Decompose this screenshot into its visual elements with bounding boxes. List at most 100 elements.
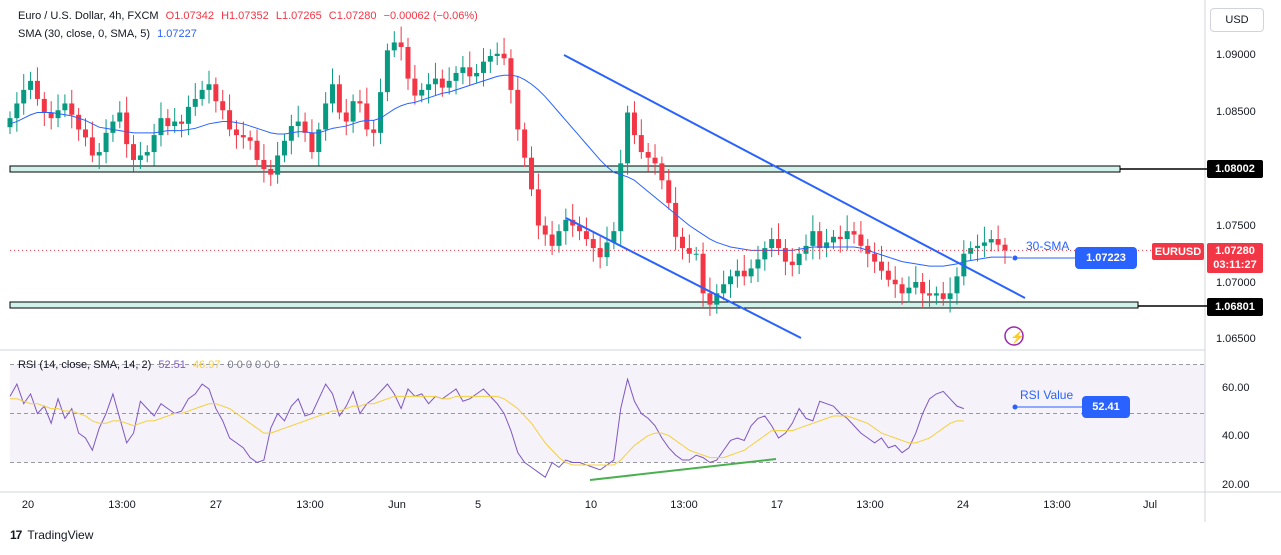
candle-body: [103, 132, 109, 153]
candle-body: [480, 61, 486, 73]
candle-body: [330, 84, 336, 104]
candle-body: [474, 72, 480, 77]
candle-body: [213, 84, 219, 102]
time-axis-tick: Jul: [1142, 499, 1158, 511]
rsi-legend[interactable]: RSI (14, close, SMA, 14, 2) 52.51 46.97 …: [18, 359, 284, 371]
candle-body: [323, 103, 329, 130]
sma-line: [9, 74, 1012, 267]
candle-body: [851, 231, 857, 235]
time-axis-tick: 5: [474, 499, 482, 511]
candle-body: [378, 92, 384, 133]
candle-body: [1002, 244, 1008, 251]
channel-lower-line: [565, 217, 802, 339]
candle-body: [844, 231, 850, 240]
bullish-divergence-line: [589, 458, 777, 481]
resistance-level-tag: 1.08002: [1207, 160, 1263, 178]
time-axis-tick: 10: [584, 499, 598, 511]
candle-body: [357, 101, 363, 104]
candle-body: [927, 293, 933, 296]
candle-body: [652, 157, 658, 164]
candle-body: [268, 169, 274, 175]
price-axis-tick: 1.08500: [1216, 106, 1256, 118]
candle-body: [151, 135, 157, 153]
time-axis-tick: 13:00: [108, 499, 136, 511]
candle-body: [446, 80, 452, 88]
candle-body: [769, 239, 775, 249]
currency-button[interactable]: USD: [1210, 8, 1264, 32]
candle-body: [707, 293, 713, 305]
candle-body: [467, 67, 473, 77]
rsi-annotation-text: RSI Value: [1020, 388, 1074, 402]
candle-body: [906, 287, 912, 294]
candle-body: [247, 137, 253, 141]
candle-body: [117, 112, 123, 122]
candle-body: [899, 284, 905, 294]
candle-body: [124, 112, 130, 145]
candle-body: [460, 67, 466, 73]
candle-body: [975, 245, 981, 249]
candle-body: [309, 132, 315, 153]
candle-body: [343, 112, 349, 122]
candle-body: [14, 103, 20, 119]
candle-body: [988, 239, 994, 243]
candle-body: [398, 42, 404, 47]
candle-body: [281, 140, 287, 156]
candle-body: [762, 248, 768, 260]
candle-body: [261, 159, 267, 169]
last-price: 1.07280: [1215, 245, 1255, 257]
candle-body: [34, 80, 40, 99]
candle-body: [165, 118, 171, 127]
time-axis-tick: 20: [21, 499, 35, 511]
candle-body: [131, 144, 137, 160]
footer-brand[interactable]: 17 TradingView: [10, 528, 93, 542]
candle-body: [954, 276, 960, 294]
candle-body: [487, 56, 493, 62]
time-axis-tick: 13:00: [670, 499, 698, 511]
candle-body: [878, 261, 884, 271]
candle-body: [995, 239, 1001, 245]
candle-body: [137, 155, 143, 160]
candle-body: [611, 231, 617, 243]
candle-body: [556, 231, 562, 246]
time-axis-tick: 24: [956, 499, 970, 511]
candle-body: [645, 152, 651, 158]
candle-body: [947, 293, 953, 299]
candle-body: [638, 135, 644, 153]
candle-body: [76, 114, 82, 130]
rsi-axis-tick: 40.00: [1222, 430, 1250, 442]
sma-legend[interactable]: SMA (30, close, 0, SMA, 5) 1.07227: [18, 28, 201, 40]
candle-body: [172, 121, 178, 127]
rsi-legend-value: 52.51: [158, 359, 186, 371]
candle-body: [69, 103, 75, 115]
candle-body: [453, 72, 459, 81]
candle-body: [89, 137, 95, 156]
candle-body: [693, 253, 699, 255]
candle-body: [940, 293, 946, 299]
rsi-line: [9, 377, 964, 478]
high-value: H1.07352: [221, 10, 269, 22]
support-level-tag: 1.06801: [1207, 298, 1263, 316]
candle-body: [741, 270, 747, 277]
candle-body: [295, 121, 301, 127]
candle-body: [529, 157, 535, 190]
candle-body: [535, 189, 541, 226]
symbol-price-tag: EURUSD: [1152, 243, 1204, 260]
candle-body: [364, 103, 370, 130]
candle-body: [412, 78, 418, 96]
candle-body: [206, 84, 212, 90]
candle-body: [185, 106, 191, 124]
candle-body: [748, 268, 754, 277]
time-axis-tick: 27: [209, 499, 223, 511]
candle-body: [776, 239, 782, 249]
candle-body: [501, 53, 507, 59]
candle-body: [240, 135, 246, 138]
candle-body: [302, 121, 308, 133]
candle-body: [837, 236, 843, 240]
brand-label: TradingView: [27, 528, 94, 542]
candle-body: [419, 89, 425, 96]
rsi-legend-label: RSI (14, close, SMA, 14, 2): [18, 359, 152, 371]
change-value: −0.00062 (−0.06%): [383, 10, 478, 22]
candle-body: [144, 152, 150, 156]
candle-body: [96, 152, 102, 156]
